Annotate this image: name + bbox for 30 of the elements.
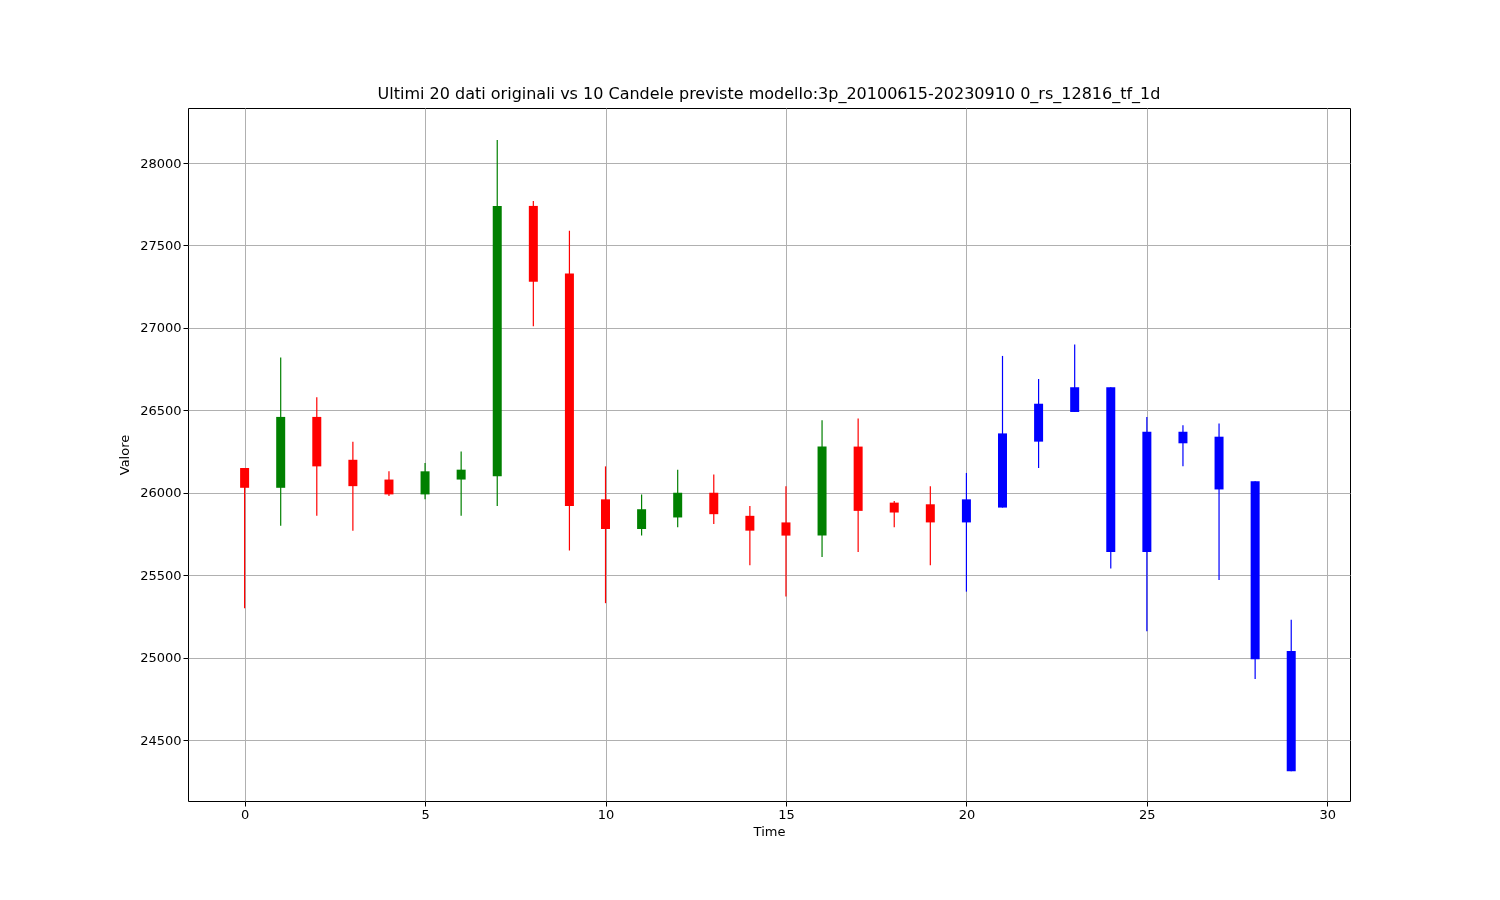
y-tick-label: 27000 (140, 320, 182, 336)
x-tick-label: 15 (778, 806, 795, 822)
y-axis-title: Valore (117, 434, 133, 476)
candlestick (240, 467, 250, 609)
x-tick-label: 0 (240, 806, 250, 822)
candlestick (384, 470, 394, 497)
candlestick (781, 485, 791, 598)
x-tick-label: 5 (421, 806, 430, 822)
candlestick (709, 474, 719, 525)
candlestick (925, 485, 935, 566)
y-tick-label: 25000 (140, 650, 182, 666)
candlestick (745, 505, 755, 566)
x-tick-label: 10 (597, 806, 615, 822)
x-tick-label: 25 (1139, 806, 1156, 822)
x-axis-title: Time (752, 823, 786, 839)
candlestick (1178, 424, 1188, 467)
candlestick (456, 450, 466, 517)
y-tick-label: 26500 (140, 402, 182, 418)
candlestick (961, 472, 971, 593)
chart-title: Ultimi 20 dati originali vs 10 Candele previste modello:3p_20100615-20230910 0_rs_12816_tf_1d (377, 84, 1161, 104)
y-tick-label: 27500 (140, 237, 182, 253)
y-tick-label: 26000 (140, 485, 182, 501)
y-tick-label: 24500 (140, 732, 182, 748)
candlestick (420, 462, 430, 500)
x-tick-label: 20 (958, 806, 976, 822)
candlestick (889, 500, 899, 528)
x-tick-label: 30 (1319, 806, 1337, 822)
candlestick (637, 493, 647, 537)
y-tick-label: 25500 (140, 567, 182, 583)
y-tick-label: 28000 (140, 155, 182, 171)
